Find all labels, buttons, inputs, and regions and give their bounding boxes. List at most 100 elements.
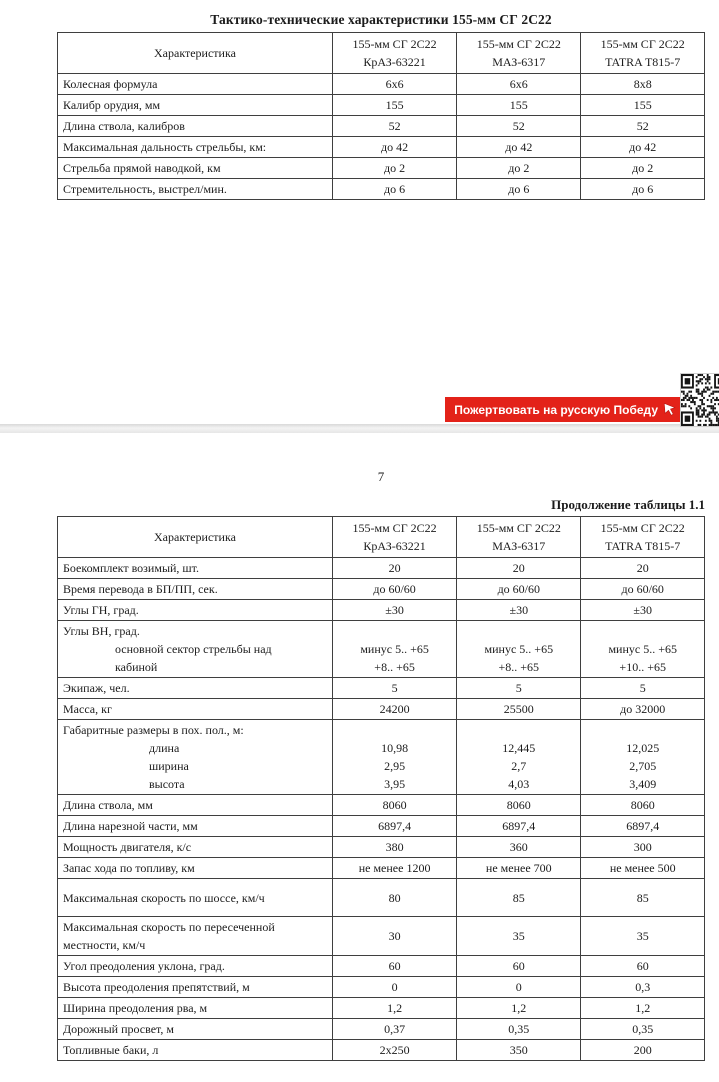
spec-label: Углы ГН, град. bbox=[57, 599, 333, 621]
table-row: Боекомплект возимый, шт. 20 20 20 bbox=[57, 557, 705, 579]
spec-label: Стрельба прямой наводкой, км bbox=[57, 157, 333, 179]
table-row: Колесная формула 6х6 6х6 8х8 bbox=[57, 73, 705, 95]
spec-value: до 2 bbox=[456, 157, 582, 179]
table-row: Максимальная скорость по шоссе, км/ч 80 85… bbox=[57, 878, 705, 917]
spec-value: 6х6 bbox=[456, 73, 582, 95]
spec-value: до 60/60 bbox=[580, 578, 705, 600]
spec-value: не менее 1200 bbox=[331, 857, 458, 879]
document-page-2: 7 Продолжение таблицы 1.1 Характеристика… bbox=[0, 433, 719, 1082]
table-row: Углы ГН, град. ±30 ±30 ±30 bbox=[57, 599, 705, 621]
column-header-variant-2: 155-мм СГ 2С22 МАЗ-6317 bbox=[456, 32, 582, 74]
column-header-characteristic: Характеристика bbox=[57, 32, 333, 74]
column-header-variant-3: 155-мм СГ 2С22 TATRA T815-7 bbox=[580, 516, 705, 558]
spec-value: 25500 bbox=[456, 698, 582, 720]
spec-value: 12,025 2,705 3,409 bbox=[580, 719, 705, 795]
donate-banner[interactable]: Пожертвовать на русскую Победу bbox=[445, 397, 685, 422]
spec-value: 155 bbox=[456, 94, 582, 116]
spec-value: 6х6 bbox=[331, 73, 458, 95]
spec-label: Длина нарезной части, мм bbox=[57, 815, 333, 837]
spec-label: Длина ствола, калибров bbox=[57, 115, 333, 137]
spec-value: до 6 bbox=[580, 178, 705, 200]
table-row: Максимальная дальность стрельбы, км: до 4… bbox=[57, 136, 705, 158]
page-number: 7 bbox=[377, 469, 385, 484]
spec-label: Масса, кг bbox=[57, 698, 333, 720]
spec-label: Запас хода по топливу, км bbox=[57, 857, 333, 879]
spec-value: до 2 bbox=[331, 157, 458, 179]
table-row: Ширина преодоления рва, м 1,2 1,2 1,2 bbox=[57, 997, 705, 1019]
spec-value: до 6 bbox=[456, 178, 582, 200]
spec-value: минус 5.. +65 +10.. +65 bbox=[580, 620, 705, 678]
column-header-variant-2: 155-мм СГ 2С22 МАЗ-6317 bbox=[456, 516, 582, 558]
spec-label: Стремительность, выстрел/мин. bbox=[57, 178, 333, 200]
spec-value: 5 bbox=[580, 677, 705, 699]
qr-code-pattern bbox=[681, 374, 719, 426]
page-separator bbox=[0, 424, 719, 433]
spec-value: 350 bbox=[456, 1039, 582, 1061]
table-row: Длина нарезной части, мм 6897,4 6897,4 6897… bbox=[57, 815, 705, 837]
spec-value: 35 bbox=[456, 916, 582, 956]
spec-label: Экипаж, чел. bbox=[57, 677, 333, 699]
spec-value: 20 bbox=[456, 557, 582, 579]
column-header-characteristic: Характеристика bbox=[57, 516, 333, 558]
spec-value: ±30 bbox=[580, 599, 705, 621]
spec-value: 80 bbox=[331, 878, 458, 917]
spec-value: 12,445 2,7 4,03 bbox=[456, 719, 582, 795]
spec-value: 0,35 bbox=[580, 1018, 705, 1040]
spec-value: 0,3 bbox=[580, 976, 705, 998]
specs-table-2: Характеристика 155-мм СГ 2С22 КрАЗ-63221 15… bbox=[57, 516, 705, 1061]
spec-label: Боекомплект возимый, шт. bbox=[57, 557, 333, 579]
spec-value: 2х250 bbox=[331, 1039, 458, 1061]
spec-value: до 32000 bbox=[580, 698, 705, 720]
spec-value: 60 bbox=[580, 955, 705, 977]
spec-label: Колесная формула bbox=[57, 73, 333, 95]
spec-value: до 42 bbox=[456, 136, 582, 158]
column-header-variant-1: 155-мм СГ 2С22 КрАЗ-63221 bbox=[331, 32, 458, 74]
spec-value: 8х8 bbox=[580, 73, 705, 95]
spec-value: 0 bbox=[456, 976, 582, 998]
spec-value: ±30 bbox=[331, 599, 458, 621]
table-row: Дорожный просвет, м 0,37 0,35 0,35 bbox=[57, 1018, 705, 1040]
spec-value: 85 bbox=[580, 878, 705, 917]
spec-value: 20 bbox=[331, 557, 458, 579]
spec-value: не менее 500 bbox=[580, 857, 705, 879]
spec-value: 8060 bbox=[456, 794, 582, 816]
table-row: Калибр орудия, мм 155 155 155 bbox=[57, 94, 705, 116]
spec-label: Угол преодоления уклона, град. bbox=[57, 955, 333, 977]
spec-value: 1,2 bbox=[456, 997, 582, 1019]
spec-value: 0,37 bbox=[331, 1018, 458, 1040]
spec-value: до 2 bbox=[580, 157, 705, 179]
table-row: Угол преодоления уклона, град. 60 60 60 bbox=[57, 955, 705, 977]
spec-value: 0 bbox=[331, 976, 458, 998]
table-continuation-label: Продолжение таблицы 1.1 bbox=[551, 497, 705, 512]
spec-label: Длина ствола, мм bbox=[57, 794, 333, 816]
spec-label: Мощность двигателя, к/с bbox=[57, 836, 333, 858]
table-row: Масса, кг 24200 25500 до 32000 bbox=[57, 698, 705, 720]
spec-value: до 60/60 bbox=[331, 578, 458, 600]
spec-label: Углы ВН, град. основной сектор стрельбы н… bbox=[57, 620, 333, 678]
table-row: Запас хода по топливу, км не менее 1200 не… bbox=[57, 857, 705, 879]
spec-value: 24200 bbox=[331, 698, 458, 720]
qr-code-image[interactable] bbox=[680, 373, 719, 427]
spec-value: до 6 bbox=[331, 178, 458, 200]
table-row: Стремительность, выстрел/мин. до 6 до 6 до … bbox=[57, 178, 705, 200]
spec-value: 380 bbox=[331, 836, 458, 858]
column-header-variant-1: 155-мм СГ 2С22 КрАЗ-63221 bbox=[331, 516, 458, 558]
table-row: Высота преодоления препятствий, м 0 0 0,3 bbox=[57, 976, 705, 998]
table-row: Топливные баки, л 2х250 350 200 bbox=[57, 1039, 705, 1061]
spec-value: 5 bbox=[456, 677, 582, 699]
spec-value: 5 bbox=[331, 677, 458, 699]
document-page-1: Тактико-технические характеристики 155-м… bbox=[0, 0, 719, 427]
spec-value: до 42 bbox=[331, 136, 458, 158]
spec-value: 52 bbox=[580, 115, 705, 137]
spec-value: 155 bbox=[331, 94, 458, 116]
spec-value: 20 bbox=[580, 557, 705, 579]
spec-value: не менее 700 bbox=[456, 857, 582, 879]
spec-label: Дорожный просвет, м bbox=[57, 1018, 333, 1040]
spec-value: до 42 bbox=[580, 136, 705, 158]
pointer-cursor-icon bbox=[663, 403, 676, 416]
spec-value: 85 bbox=[456, 878, 582, 917]
table-row: Экипаж, чел. 5 5 5 bbox=[57, 677, 705, 699]
spec-value: 52 bbox=[456, 115, 582, 137]
header-row: Характеристика 155-мм СГ 2С22 КрАЗ-63221 15… bbox=[57, 516, 705, 558]
